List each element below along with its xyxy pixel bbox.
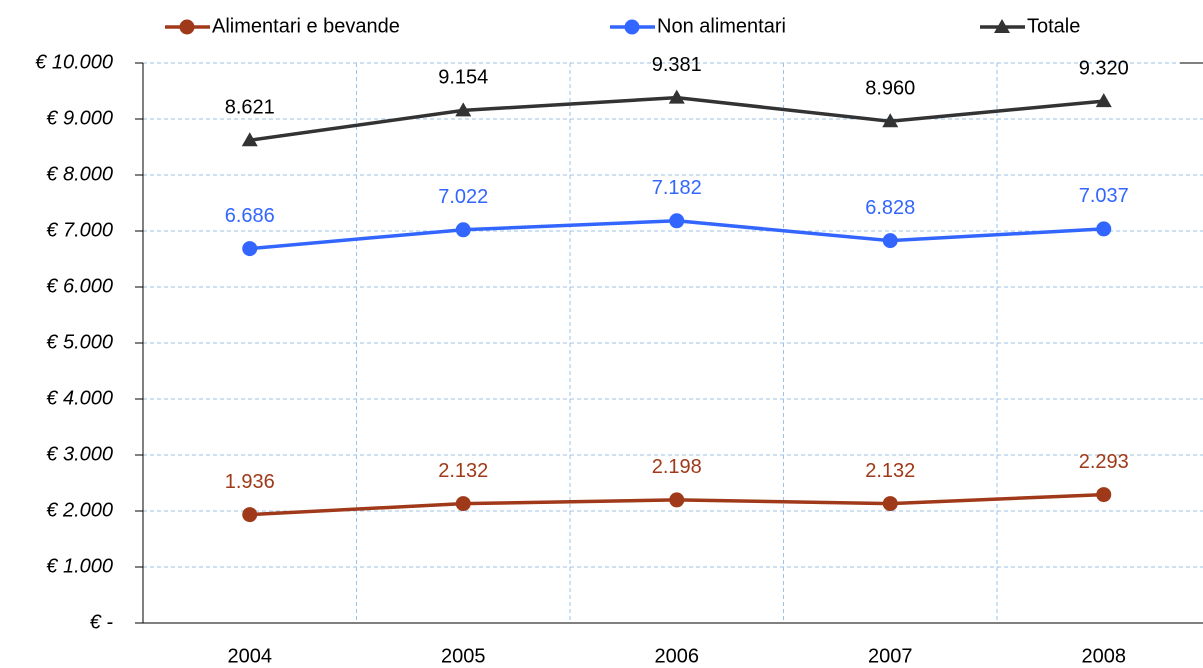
- data-label: 7.037: [1079, 185, 1129, 207]
- data-label: 7.182: [652, 177, 702, 199]
- x-tick-label: 2004: [228, 645, 273, 667]
- point: [1096, 221, 1112, 237]
- data-label: 6.828: [865, 197, 915, 219]
- data-label: 2.132: [865, 460, 915, 482]
- data-label: 2.132: [438, 460, 488, 482]
- point: [669, 492, 685, 508]
- data-label: 7.022: [438, 186, 488, 208]
- legend-marker: [994, 19, 1010, 33]
- point: [455, 222, 471, 238]
- data-label: 9.320: [1079, 57, 1129, 79]
- y-tick-label: € 3.000: [46, 443, 113, 465]
- y-tick-label: € 9.000: [46, 107, 113, 129]
- x-tick-label: 2006: [655, 645, 700, 667]
- y-tick-label: € 7.000: [46, 219, 113, 241]
- point: [669, 213, 685, 229]
- point: [241, 132, 258, 147]
- y-tick-label: € 8.000: [46, 163, 113, 185]
- point: [455, 496, 471, 512]
- data-label: 2.293: [1079, 451, 1129, 473]
- y-tick-label: € 4.000: [46, 387, 113, 409]
- x-tick-label: 2008: [1082, 645, 1127, 667]
- point: [668, 89, 685, 104]
- y-tick-label: € 1.000: [46, 555, 113, 577]
- x-tick-label: 2007: [868, 645, 913, 667]
- legend-marker: [179, 19, 195, 35]
- y-tick-label: € 5.000: [46, 331, 113, 353]
- data-label: 6.686: [225, 205, 275, 227]
- point: [882, 233, 898, 249]
- y-tick-label: € 6.000: [46, 275, 113, 297]
- point: [242, 241, 258, 257]
- point: [455, 102, 472, 117]
- data-label: 9.154: [438, 67, 488, 89]
- point: [1095, 93, 1112, 108]
- legend-label: Totale: [1027, 15, 1080, 37]
- data-label: 1.936: [225, 471, 275, 493]
- point: [882, 113, 899, 128]
- legend-label: Alimentari e bevande: [212, 15, 400, 37]
- point: [242, 507, 258, 523]
- data-label: 8.621: [225, 97, 275, 119]
- data-label: 2.198: [652, 456, 702, 478]
- point: [1096, 487, 1112, 503]
- y-tick-label: € 2.000: [46, 499, 113, 521]
- x-tick-label: 2005: [441, 645, 486, 667]
- point: [882, 496, 898, 512]
- y-tick-label: € -: [90, 611, 114, 633]
- y-tick-label: € 10.000: [35, 51, 113, 73]
- data-label: 8.960: [865, 78, 915, 100]
- data-label: 9.381: [652, 54, 702, 76]
- legend-label: Non alimentari: [657, 15, 786, 37]
- legend-marker: [624, 19, 640, 35]
